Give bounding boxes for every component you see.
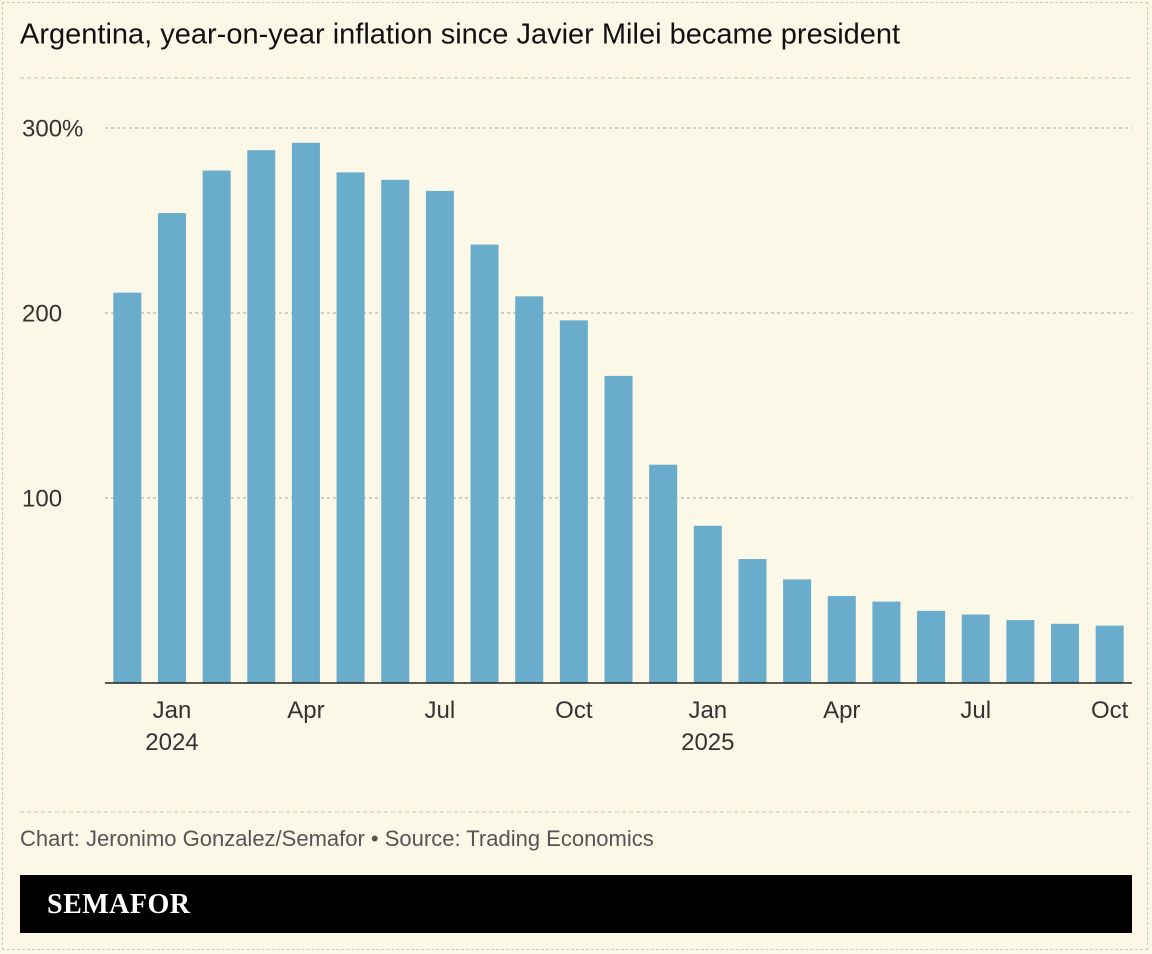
y-tick-label: 300% [22,115,83,142]
y-tick-label: 200 [22,300,62,327]
bar [336,172,365,683]
x-tick-label: Oct [1091,697,1129,724]
chart-title: Argentina, year-on-year inflation since … [20,19,900,51]
bar [515,296,544,683]
x-tick-label: Jan 2024 [145,697,199,756]
bar [872,601,901,683]
x-tick-label: Jan 2025 [681,697,735,756]
bar [693,525,722,683]
x-tick-label: Oct [555,697,593,724]
bar [649,464,678,683]
bar [425,190,454,683]
x-tick-label: Jul [424,697,456,724]
brand-banner: SEMAFOR [20,875,1132,933]
bar [113,292,142,683]
bar [247,150,276,683]
bar [1006,620,1035,683]
bar [381,179,410,684]
bar [783,579,812,683]
bar [202,170,231,684]
bar [559,320,588,683]
bar [917,610,946,683]
source-note: Chart: Jeronimo Gonzalez/Semafor • Sourc… [20,826,654,851]
bar [291,142,320,684]
x-tick-label: Apr [287,697,325,724]
bar [470,244,499,684]
bar [1051,623,1080,683]
x-tick-label: Jul [960,697,992,724]
bar [961,614,990,683]
bar [157,213,186,683]
x-tick-label: Apr [823,697,861,724]
brand-logo: SEMAFOR [47,889,191,920]
y-tick-label: 100 [22,485,62,512]
bar [1095,625,1124,683]
bar [827,596,856,683]
bar [604,375,633,683]
bar [738,559,767,683]
